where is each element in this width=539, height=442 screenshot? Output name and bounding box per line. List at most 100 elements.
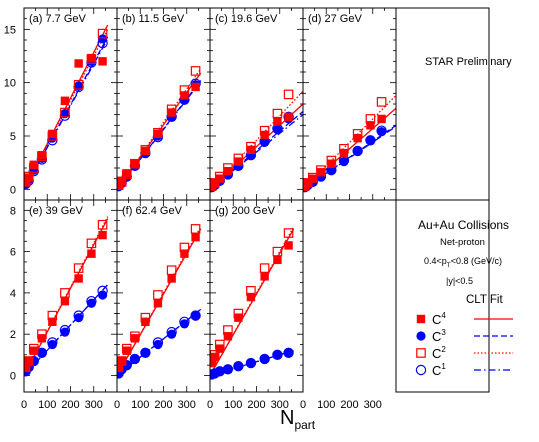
point-C3 bbox=[283, 348, 294, 358]
point-C4 bbox=[353, 133, 362, 143]
point-C4 bbox=[246, 145, 256, 155]
point-C3 bbox=[272, 350, 283, 360]
point-C3 bbox=[353, 146, 363, 156]
point-C3 bbox=[140, 348, 150, 358]
point-C4 bbox=[29, 160, 38, 169]
point-C2 bbox=[73, 79, 84, 90]
y-tick-label-top: 0 bbox=[10, 184, 16, 196]
point-C3 bbox=[190, 311, 201, 321]
data-markers bbox=[210, 228, 294, 380]
panel-title: (e) 39 GeV bbox=[29, 205, 83, 217]
legend-label-sub: 1 bbox=[441, 362, 446, 371]
point-C1 bbox=[283, 347, 294, 358]
point-C4 bbox=[273, 255, 282, 265]
point-C4 bbox=[117, 363, 123, 372]
point-C4 bbox=[327, 159, 336, 168]
point-C4 bbox=[74, 59, 83, 68]
point-C3 bbox=[233, 361, 243, 371]
point-C4 bbox=[246, 292, 256, 302]
point-C2 bbox=[272, 108, 283, 119]
legend-marker-C1 bbox=[415, 364, 427, 376]
point-C2 bbox=[190, 66, 201, 76]
legend-species: Net-proton bbox=[440, 237, 485, 248]
point-C4 bbox=[141, 317, 150, 327]
legend-pt-prefix: 0.4<p bbox=[424, 256, 447, 266]
x-tick-label: 200 bbox=[154, 399, 172, 411]
point-C4 bbox=[234, 157, 243, 166]
data-markers bbox=[117, 66, 201, 192]
point-C4 bbox=[366, 121, 375, 130]
point-C2 bbox=[97, 219, 108, 230]
point-C4 bbox=[210, 358, 216, 368]
point-C4 bbox=[303, 178, 312, 188]
point-C4 bbox=[223, 167, 233, 176]
data-markers bbox=[24, 219, 108, 377]
x-tick-label: 0 bbox=[207, 399, 213, 411]
point-C3 bbox=[215, 366, 225, 376]
point-C4 bbox=[210, 178, 219, 188]
point-C2 bbox=[259, 263, 270, 273]
point-C4 bbox=[87, 53, 96, 63]
point-C2 bbox=[166, 265, 177, 275]
point-C4 bbox=[191, 82, 200, 92]
x-tick-label: 200 bbox=[247, 399, 265, 411]
point-C4 bbox=[167, 274, 176, 283]
point-C4 bbox=[191, 232, 200, 242]
point-C3 bbox=[365, 135, 376, 145]
fit-line-C2 bbox=[210, 90, 303, 190]
point-C4 bbox=[130, 159, 140, 168]
x-axis-title-main: N bbox=[280, 407, 294, 429]
point-C4 bbox=[122, 346, 131, 355]
panel-5: (f) 62.4 GeV bbox=[116, 199, 211, 393]
legend-pt-suffix: <0.8 (GeV/c) bbox=[451, 256, 502, 266]
point-C2 bbox=[283, 89, 294, 100]
point-C4 bbox=[24, 177, 30, 187]
point-C3 bbox=[74, 313, 84, 323]
x-tick-label: 300 bbox=[271, 399, 289, 411]
panel-title: (d) 27 GeV bbox=[308, 13, 362, 25]
point-C3 bbox=[223, 364, 233, 374]
point-C2 bbox=[86, 238, 97, 249]
point-C3 bbox=[86, 298, 97, 308]
x-tick-label: 200 bbox=[340, 399, 358, 411]
legend-label-sub: 4 bbox=[441, 311, 446, 320]
data-markers bbox=[210, 89, 294, 193]
point-C4 bbox=[48, 317, 57, 327]
point-C3 bbox=[272, 125, 283, 135]
point-C4 bbox=[117, 180, 123, 190]
x-tick-label: 100 bbox=[317, 399, 335, 411]
point-C4 bbox=[98, 57, 107, 66]
legend-label-main: C bbox=[432, 312, 441, 327]
point-C4 bbox=[24, 356, 33, 366]
point-C4 bbox=[37, 334, 47, 343]
point-C4 bbox=[273, 116, 282, 126]
point-C4 bbox=[260, 130, 269, 140]
point-C4 bbox=[260, 272, 269, 281]
x-axis-title: Npart bbox=[280, 407, 316, 432]
legend-label-C4: C4 bbox=[432, 311, 446, 327]
point-C3 bbox=[339, 157, 349, 167]
point-C4 bbox=[37, 151, 47, 160]
y-tick-label-top: 10 bbox=[4, 78, 16, 90]
x-tick-label: 0 bbox=[300, 399, 306, 411]
point-C3 bbox=[376, 127, 387, 137]
x-tick-label: 100 bbox=[38, 399, 56, 411]
y-tick-label-top: 5 bbox=[10, 131, 16, 143]
point-C4 bbox=[117, 176, 126, 185]
point-C4 bbox=[60, 296, 70, 306]
point-C4 bbox=[167, 108, 176, 117]
point-C3 bbox=[37, 348, 47, 358]
point-C2 bbox=[60, 107, 70, 118]
point-C4 bbox=[284, 241, 293, 250]
point-C3 bbox=[246, 358, 256, 368]
point-C3 bbox=[74, 81, 84, 91]
x-tick-label: 300 bbox=[85, 399, 103, 411]
x-tick-label: 100 bbox=[131, 399, 149, 411]
x-axis-title-sub: part bbox=[294, 418, 315, 432]
point-C4 bbox=[48, 129, 57, 139]
point-C4 bbox=[153, 299, 163, 308]
y-tick-label-bottom: 6 bbox=[10, 247, 16, 259]
point-C4 bbox=[215, 344, 224, 353]
